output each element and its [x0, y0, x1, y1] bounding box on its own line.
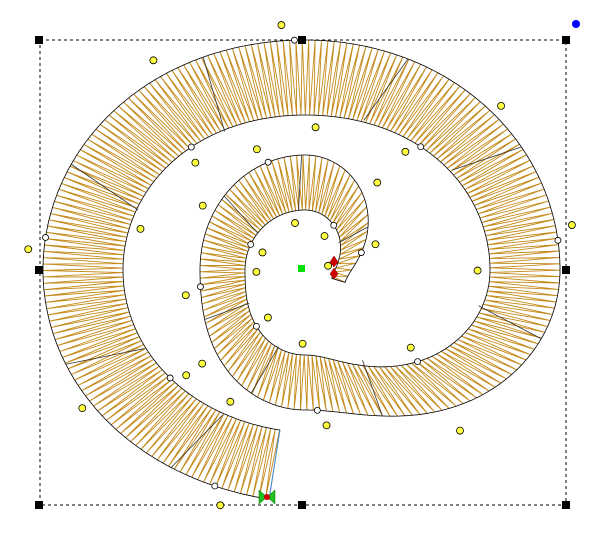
- control-point[interactable]: [166, 374, 174, 382]
- control-point[interactable]: [291, 36, 298, 44]
- direction-line: [338, 226, 369, 244]
- bezier-handle: [198, 201, 207, 210]
- bezier-handle: [373, 178, 382, 187]
- handle[interactable]: [298, 36, 306, 44]
- handle[interactable]: [35, 501, 43, 509]
- bezier-handle: [311, 123, 320, 132]
- bezier-handle: [149, 56, 158, 65]
- bezier-handle: [568, 221, 576, 229]
- satin-stitches: [42, 39, 561, 499]
- direction-line: [250, 346, 279, 394]
- rotate-handle[interactable]: [572, 20, 580, 28]
- bezier-handle: [258, 248, 267, 257]
- control-point[interactable]: [554, 236, 562, 244]
- bezier-handle: [473, 266, 482, 275]
- end-edge: [268, 429, 281, 500]
- direction-line: [478, 305, 542, 340]
- direction-line: [223, 195, 258, 234]
- handle[interactable]: [562, 36, 570, 44]
- handle[interactable]: [298, 501, 306, 509]
- center-marker: [298, 265, 305, 272]
- control-point[interactable]: [197, 283, 204, 291]
- bezier-handle: [252, 145, 261, 154]
- bezier-handle: [182, 371, 191, 380]
- bezier-handle: [181, 291, 190, 300]
- bezier-handle: [78, 404, 87, 413]
- bezier-handle: [324, 261, 332, 270]
- bezier-handle: [277, 21, 286, 29]
- bezier-handle: [191, 158, 200, 167]
- control-point[interactable]: [414, 358, 421, 366]
- bezier-handle: [24, 245, 33, 254]
- control-point[interactable]: [187, 143, 195, 151]
- bezier-handle: [322, 421, 331, 430]
- direction-line: [202, 57, 226, 132]
- selection-handles: [35, 20, 580, 509]
- bezier-handle: [406, 343, 415, 352]
- outline: [42, 39, 561, 500]
- control-point[interactable]: [357, 249, 365, 256]
- spiral-shape[interactable]: [24, 21, 576, 510]
- bezier-handle: [371, 240, 380, 249]
- bezier-handle: [291, 219, 299, 227]
- bezier-handle: [456, 426, 464, 435]
- direction-line: [451, 146, 522, 171]
- bezier-handle: [320, 232, 329, 240]
- handle[interactable]: [35, 266, 43, 274]
- start-marker: [329, 255, 339, 280]
- direction-line: [65, 348, 145, 365]
- bezier-handle: [198, 359, 207, 368]
- direction-line: [71, 163, 139, 211]
- handle[interactable]: [35, 36, 43, 44]
- direction-line: [170, 414, 224, 468]
- bezier-handle: [298, 339, 307, 348]
- bezier-handle: [226, 397, 235, 406]
- bezier-handle: [264, 313, 272, 322]
- control-point[interactable]: [417, 143, 425, 151]
- control-point[interactable]: [330, 221, 338, 229]
- direction-line: [363, 58, 409, 121]
- direction-line: [204, 302, 250, 320]
- bezier-handle: [216, 501, 225, 510]
- control-point[interactable]: [211, 482, 219, 490]
- handle[interactable]: [562, 501, 570, 509]
- direction-line: [298, 155, 303, 211]
- control-point[interactable]: [42, 234, 49, 241]
- direction-line: [362, 360, 383, 417]
- control-point[interactable]: [313, 406, 321, 414]
- bezier-handle: [136, 225, 145, 233]
- control-point[interactable]: [253, 322, 260, 330]
- bezier-handle: [401, 147, 410, 156]
- bezier-handle: [497, 101, 506, 110]
- control-point[interactable]: [247, 240, 255, 248]
- bezier-handle: [252, 267, 261, 276]
- end-marker-dot: [264, 494, 270, 500]
- control-point[interactable]: [264, 158, 272, 166]
- handle[interactable]: [562, 266, 570, 274]
